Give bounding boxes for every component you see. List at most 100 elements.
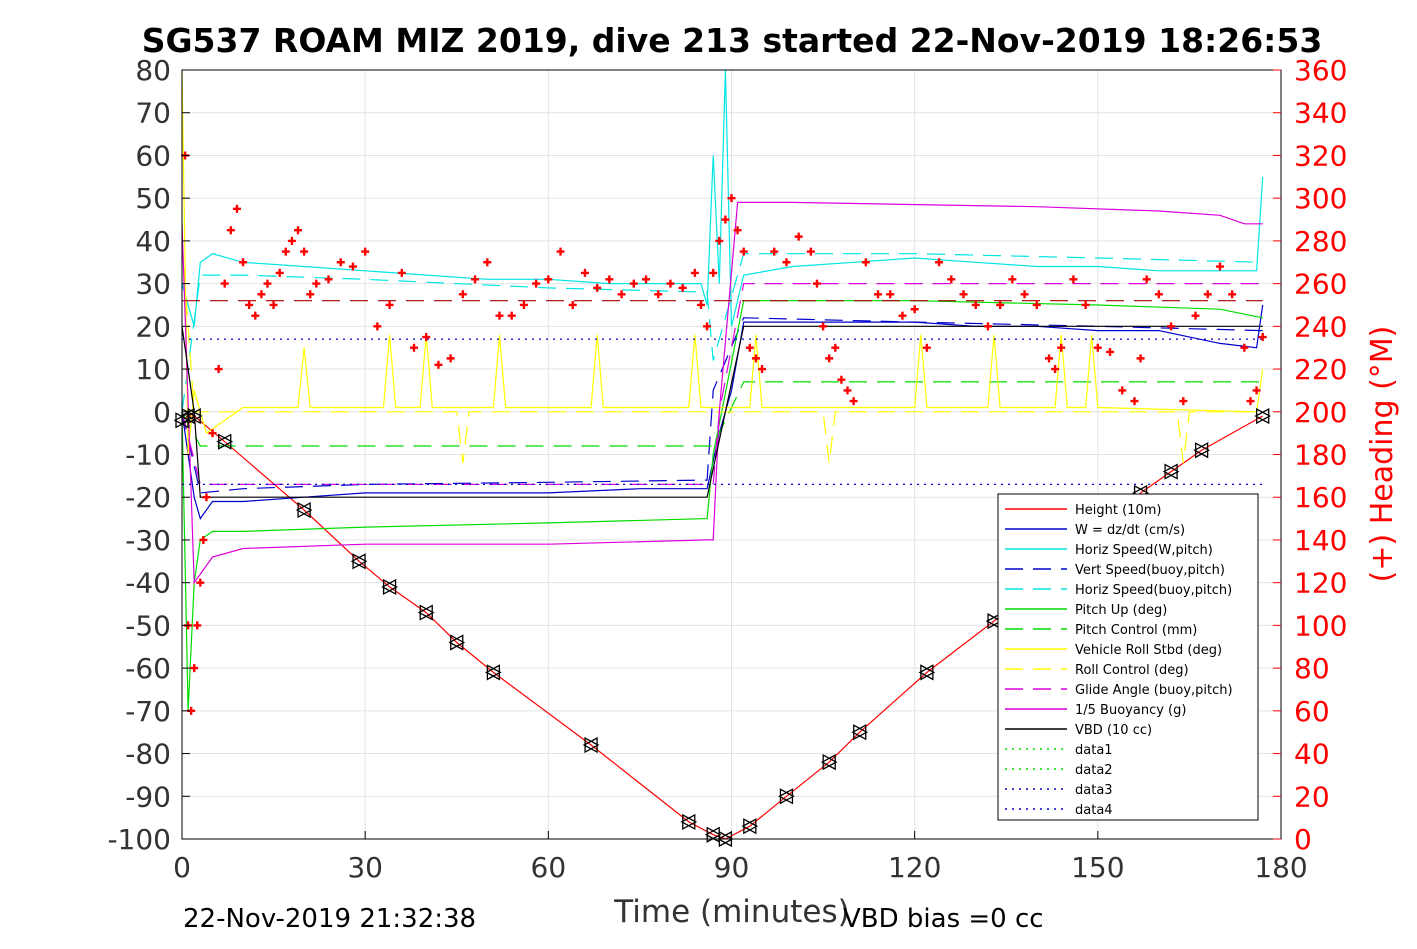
x-axis-ticks: 0 30 60 90 120 150 180 — [173, 831, 1308, 884]
heading-marker — [410, 343, 419, 352]
heading-marker — [709, 268, 718, 277]
heading-marker — [721, 215, 730, 224]
heading-marker — [214, 365, 223, 374]
legend-label: Horiz Speed(W,pitch) — [1075, 543, 1213, 558]
heading-marker — [269, 300, 278, 309]
legend-label: Pitch Control (mm) — [1075, 623, 1197, 638]
series-horiz-speed-buoy-pitch — [181, 253, 1263, 412]
height-marker — [448, 634, 464, 651]
y-tick-label: -10 — [125, 439, 171, 472]
x-tick-label: 0 — [173, 851, 191, 884]
height-markers — [173, 407, 1272, 848]
y2-tick-label: 0 — [1294, 823, 1312, 856]
y2-tick-label: 20 — [1294, 780, 1330, 813]
legend-label: Vehicle Roll Stbd (deg) — [1075, 643, 1222, 658]
height-marker — [680, 813, 696, 830]
y2-tick-label: 40 — [1294, 738, 1330, 771]
y-axis-ticks: 80 70 60 50 40 30 20 10 0 -10 -20 -30 -40 -50 -60 -70 -8… — [107, 54, 190, 856]
heading-marker — [770, 247, 779, 256]
heading-marker — [642, 275, 651, 284]
heading-marker — [239, 258, 248, 267]
heading-marker — [922, 343, 931, 352]
heading-marker — [471, 275, 480, 284]
height-marker — [851, 724, 867, 741]
heading-marker — [678, 283, 687, 292]
heading-marker — [199, 535, 208, 544]
x-tick-label: 120 — [888, 851, 941, 884]
heading-marker — [654, 290, 663, 299]
heading-marker — [1154, 290, 1163, 299]
y2-tick-label: 120 — [1294, 567, 1347, 600]
height-marker — [417, 604, 433, 621]
legend-label: data3 — [1075, 783, 1113, 798]
heading-marker — [245, 300, 254, 309]
heading-marker — [1069, 275, 1078, 284]
heading-marker — [733, 226, 742, 235]
y2-tick-label: 300 — [1294, 182, 1347, 215]
heading-marker — [220, 279, 229, 288]
y2-tick-label: 140 — [1294, 524, 1347, 557]
x-tick-label: 180 — [1254, 851, 1307, 884]
heading-marker — [422, 333, 431, 342]
y2-tick-label: 340 — [1294, 97, 1347, 130]
heading-marker — [568, 300, 577, 309]
heading-marker — [605, 275, 614, 284]
heading-marker — [263, 279, 272, 288]
legend-label: Vert Speed(buoy,pitch) — [1075, 563, 1225, 578]
heading-marker — [910, 305, 919, 314]
heading-marker — [806, 247, 815, 256]
heading-markers — [181, 151, 1267, 715]
heading-marker — [397, 268, 406, 277]
y-tick-label: -60 — [125, 652, 171, 685]
heading-marker — [507, 311, 516, 320]
heading-marker — [715, 236, 724, 245]
y-tick-label: 60 — [135, 139, 171, 172]
legend-entries: Height (10m) W = dz/dt (cm/s) Horiz Speed(… — [1005, 503, 1233, 818]
heading-marker — [1057, 343, 1066, 352]
x-tick-label: 60 — [531, 851, 567, 884]
legend-label: Roll Control (deg) — [1075, 663, 1189, 678]
y-tick-label: -20 — [125, 481, 171, 514]
heading-marker — [874, 290, 883, 299]
y-tick-label: 0 — [153, 396, 171, 429]
heading-marker — [819, 322, 828, 331]
series-vbd-10-cc — [181, 325, 1263, 498]
heading-marker — [1203, 290, 1212, 299]
legend-label: Horiz Speed(buoy,pitch) — [1075, 583, 1232, 598]
y-tick-label: -80 — [125, 738, 171, 771]
heading-marker — [495, 311, 504, 320]
heading-marker — [745, 343, 754, 352]
heading-marker — [758, 365, 767, 374]
height-marker — [381, 578, 397, 596]
heading-marker — [1044, 354, 1053, 363]
series-vert-speed-buoy-pitch — [181, 317, 1263, 494]
heading-marker — [312, 279, 321, 288]
y-tick-label: 40 — [135, 225, 171, 258]
footer-timestamp: 22-Nov-2019 21:32:38 — [183, 904, 476, 934]
legend-label: 1/5 Buoyancy (g) — [1075, 703, 1186, 718]
heading-marker — [690, 268, 699, 277]
heading-marker — [812, 279, 821, 288]
heading-marker — [794, 232, 803, 241]
y2-tick-label: 100 — [1294, 609, 1347, 642]
y2-axis-label: (+) Heading (°M) — [1365, 326, 1400, 583]
height-marker — [185, 407, 201, 425]
heading-marker — [935, 258, 944, 267]
y-tick-label: -40 — [125, 567, 171, 600]
heading-marker — [629, 279, 638, 288]
heading-marker — [727, 194, 736, 203]
height-marker — [350, 553, 366, 570]
series-glide-angle-buoy-pitch — [181, 283, 1263, 485]
heading-marker — [1032, 300, 1041, 309]
heading-marker — [556, 247, 565, 256]
heading-marker — [434, 360, 443, 369]
heading-marker — [385, 300, 394, 309]
y2-tick-label: 160 — [1294, 481, 1347, 514]
y-tick-label: 20 — [135, 310, 171, 343]
heading-marker — [1142, 275, 1151, 284]
heading-marker — [257, 290, 266, 299]
heading-marker — [947, 275, 956, 284]
heading-marker — [281, 247, 290, 256]
heading-marker — [373, 322, 382, 331]
